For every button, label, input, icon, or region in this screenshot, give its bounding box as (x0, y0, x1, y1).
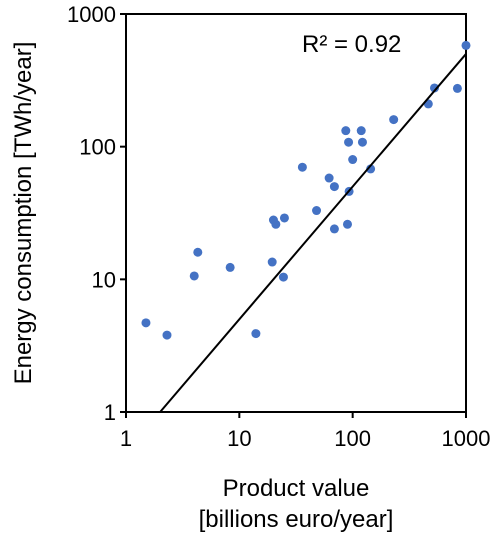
y-tick-label: 1 (104, 400, 116, 425)
data-point (429, 83, 439, 93)
data-point (193, 247, 203, 257)
data-point (279, 213, 289, 223)
data-point (324, 173, 334, 183)
data-point (297, 162, 307, 172)
data-point (251, 329, 261, 339)
data-point (329, 182, 339, 192)
y-axis-tick-labels: 1 10 100 1000 (67, 2, 116, 425)
data-point (356, 126, 366, 136)
data-point (389, 115, 399, 125)
data-point (452, 83, 462, 93)
r-squared-annotation: R² = 0.92 (302, 31, 401, 58)
y-tick-label: 10 (92, 267, 116, 292)
y-tick-label: 1000 (67, 2, 116, 27)
data-point (348, 155, 358, 165)
data-points (141, 40, 471, 340)
data-point (366, 164, 376, 174)
trendline (159, 53, 467, 413)
data-point (461, 40, 471, 50)
data-point (344, 137, 354, 147)
data-point (271, 219, 281, 229)
x-axis-ticks (125, 412, 467, 418)
data-point (141, 318, 151, 328)
x-tick-label: 1000 (442, 426, 491, 451)
data-point (278, 272, 288, 282)
x-tick-label: 100 (334, 426, 371, 451)
data-point (162, 330, 172, 340)
data-point (357, 137, 367, 147)
x-axis-title-line2: [billions euro/year] (199, 506, 394, 533)
x-tick-label: 10 (227, 426, 251, 451)
x-axis-tick-labels: 1 10 100 1000 (120, 426, 491, 451)
y-axis-title: Energy consumption [TWh/year] (10, 42, 37, 385)
data-point (267, 257, 277, 267)
data-point (312, 206, 322, 216)
data-point (189, 271, 199, 281)
data-point (329, 224, 339, 234)
y-tick-label: 100 (79, 135, 116, 160)
data-point (342, 219, 352, 229)
x-tick-label: 1 (120, 426, 132, 451)
x-axis-title: Product value (223, 475, 370, 502)
plot-frame (125, 13, 467, 413)
data-point (225, 262, 235, 272)
data-point (341, 126, 351, 136)
y-axis-ticks (120, 13, 126, 413)
